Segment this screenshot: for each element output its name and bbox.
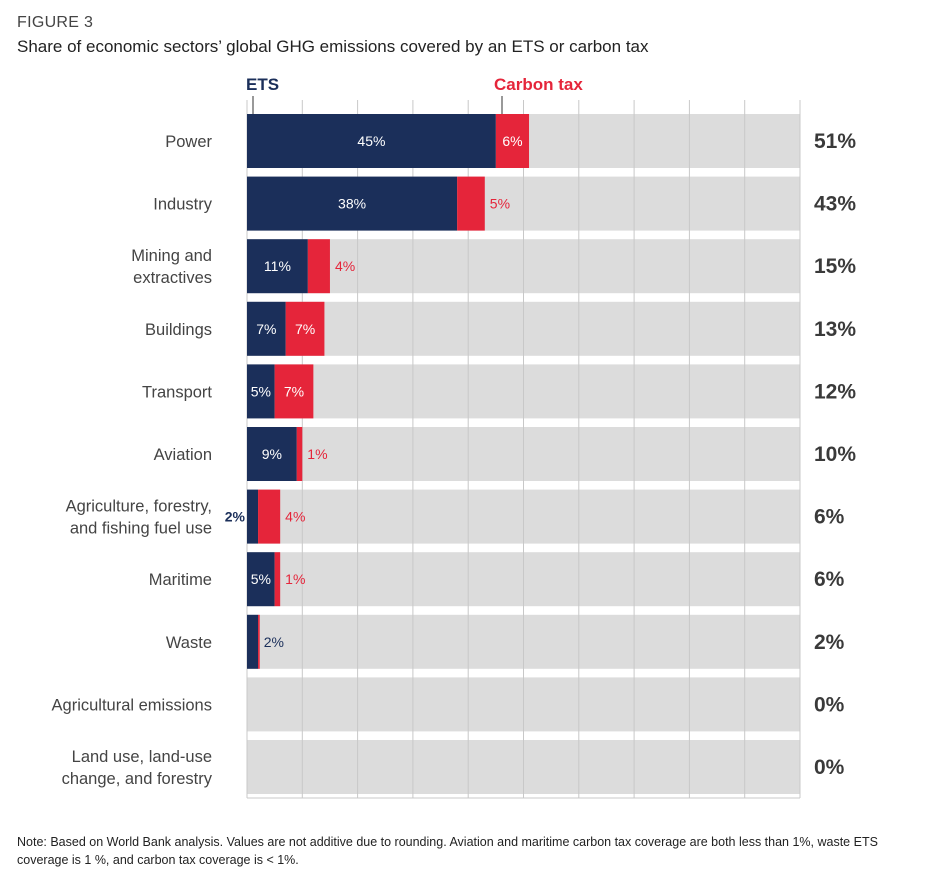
total-value-label: 10% — [814, 443, 856, 466]
total-value-label: 12% — [814, 380, 856, 403]
category-label: Agriculture, forestry, and fishing fuel u… — [66, 498, 212, 538]
ets-bar — [247, 552, 275, 607]
carbon-tax-value-label: 4% — [335, 258, 355, 274]
ets-bar — [247, 427, 297, 481]
category-label: Maritime — [149, 571, 212, 589]
carbon-tax-value-label: 4% — [285, 509, 305, 525]
total-value-label: 6% — [814, 568, 845, 591]
carbon-tax-bar — [457, 176, 485, 231]
legend-carbon-tax: Carbon tax — [494, 75, 583, 94]
carbon-tax-bar — [274, 364, 314, 419]
ets-value-label: 45% — [357, 133, 385, 149]
carbon-tax-value-label: 7% — [295, 321, 315, 337]
carbon-tax-value-label: 6% — [502, 133, 522, 149]
total-value-label: 0% — [814, 693, 845, 716]
total-value-label: 51% — [814, 130, 856, 153]
ets-value-label: 5% — [251, 571, 271, 587]
category-label: Industry — [153, 196, 212, 214]
legend-ets: ETS — [246, 75, 279, 94]
category-label: Buildings — [145, 321, 212, 339]
ets-value-label: 5% — [251, 383, 271, 399]
figure-label: FIGURE 3 — [17, 14, 94, 31]
carbon-tax-value-label: 1% — [307, 446, 327, 462]
chart-title: Share of economic sectors’ global GHG em… — [17, 37, 649, 56]
total-value-label: 2% — [814, 631, 845, 654]
bar-chart: ETS Carbon tax Power 45% 6% 51% Industry 38% 5% 4… — [52, 75, 856, 799]
ets-bar — [247, 114, 496, 168]
ets-bar — [247, 301, 286, 356]
category-label: Aviation — [154, 446, 212, 464]
carbon-tax-value-label: 5% — [490, 196, 510, 212]
total-value-label: 13% — [814, 318, 856, 341]
ets-value-label: 11% — [264, 258, 291, 274]
total-value-label: 15% — [814, 255, 856, 278]
carbon-tax-value-label: 1% — [285, 571, 305, 587]
ets-value-label: 38% — [338, 196, 366, 212]
ets-bar — [247, 239, 308, 294]
carbon-tax-bar — [258, 614, 260, 669]
category-label: Mining and extractives — [131, 247, 212, 287]
chart-note: Note: Based on World Bank analysis. Valu… — [17, 835, 878, 867]
total-value-label: 43% — [814, 193, 856, 216]
carbon-tax-bar — [258, 489, 281, 544]
total-value-label: 0% — [814, 756, 845, 779]
ets-value-label: 9% — [262, 446, 282, 462]
ets-bar — [247, 489, 259, 544]
waste-value-label: 2% — [264, 634, 284, 650]
carbon-tax-bar — [307, 239, 330, 294]
carbon-tax-bar — [285, 301, 325, 356]
category-label: Waste — [166, 634, 212, 652]
category-label: Agricultural emissions — [52, 696, 212, 714]
carbon-tax-bar — [495, 114, 530, 168]
carbon-tax-value-label: 7% — [284, 383, 304, 399]
ets-value-label: 2% — [225, 509, 246, 525]
ets-bar — [247, 614, 259, 669]
ets-bar — [247, 176, 458, 231]
carbon-tax-bar — [296, 427, 303, 481]
category-label: Power — [165, 133, 212, 151]
total-value-label: 6% — [814, 506, 845, 529]
ets-bar — [247, 364, 275, 419]
category-label: Transport — [142, 383, 212, 401]
carbon-tax-bar — [274, 552, 281, 607]
category-label: Land use, land-use change, and forestry — [62, 748, 213, 788]
ets-value-label: 7% — [256, 321, 276, 337]
